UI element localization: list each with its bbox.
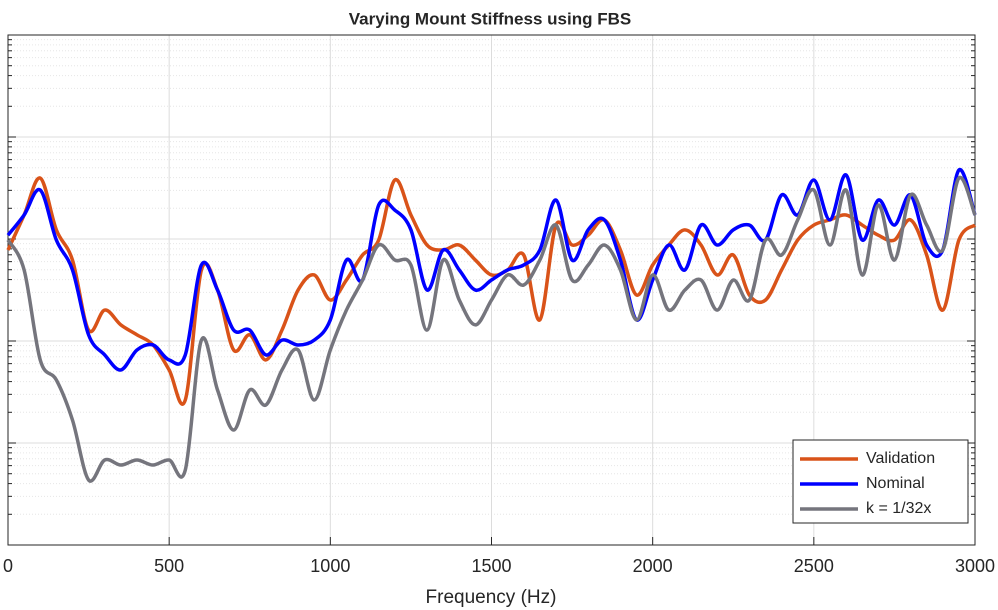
x-tick-label: 0 [3,556,13,576]
legend-label: Validation [866,450,935,467]
x-axis-label: Frequency (Hz) [426,587,557,608]
legend-label: k = 1/32x [866,500,931,517]
x-tick-label: 2500 [794,556,834,576]
plot-frame [7,34,976,546]
x-tick-label: 2000 [633,556,673,576]
x-tick-label: 3000 [955,556,995,576]
legend-label: Nominal [866,475,925,492]
series-line [6,176,977,406]
series-line [6,175,977,483]
x-tick-label: 1500 [471,556,511,576]
chart-title: Varying Mount Stiffness using FBS [349,9,631,28]
series-line [6,168,977,372]
x-tick-label: 500 [154,556,184,576]
x-tick-label: 1000 [310,556,350,576]
